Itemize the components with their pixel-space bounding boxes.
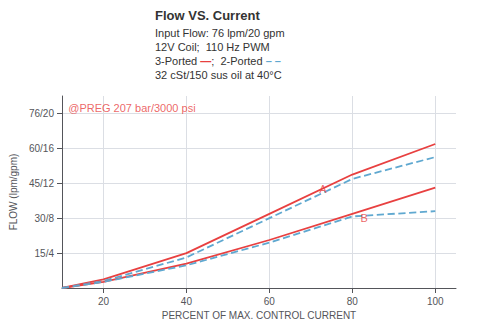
svg-text:40: 40 [181, 296, 193, 307]
svg-text:60/16: 60/16 [29, 143, 54, 154]
svg-text:@PREG 207 bar/3000 psi: @PREG 207 bar/3000 psi [68, 102, 195, 114]
svg-text:80: 80 [347, 296, 359, 307]
svg-text:B: B [361, 212, 368, 224]
svg-text:12V Coil; 110 Hz PWM: 12V Coil; 110 Hz PWM [155, 41, 270, 53]
svg-text:—: — [200, 55, 211, 67]
svg-text:60: 60 [264, 296, 276, 307]
svg-text:45/12: 45/12 [29, 178, 54, 189]
svg-text:20: 20 [98, 296, 110, 307]
svg-text:76/20: 76/20 [29, 108, 54, 119]
svg-text:30/8: 30/8 [35, 213, 55, 224]
svg-text:PERCENT OF MAX. CONTROL CURREN: PERCENT OF MAX. CONTROL CURRENT [162, 310, 356, 321]
svg-text:A: A [319, 183, 327, 195]
svg-text:3-Ported: 3-Ported [155, 55, 200, 67]
svg-text:; 2-Ported: ; 2-Ported [211, 55, 265, 67]
svg-text:Flow VS. Current: Flow VS. Current [155, 8, 260, 23]
svg-text:FLOW (lpm/gpm): FLOW (lpm/gpm) [8, 154, 19, 231]
svg-text:32 cSt/150 sus oil at 40°C: 32 cSt/150 sus oil at 40°C [155, 69, 282, 81]
svg-text:– –: – – [266, 55, 281, 67]
svg-text:100: 100 [427, 296, 444, 307]
svg-text:Input Flow: 76 lpm/20 gpm: Input Flow: 76 lpm/20 gpm [155, 27, 285, 39]
svg-text:15/4: 15/4 [35, 248, 55, 259]
